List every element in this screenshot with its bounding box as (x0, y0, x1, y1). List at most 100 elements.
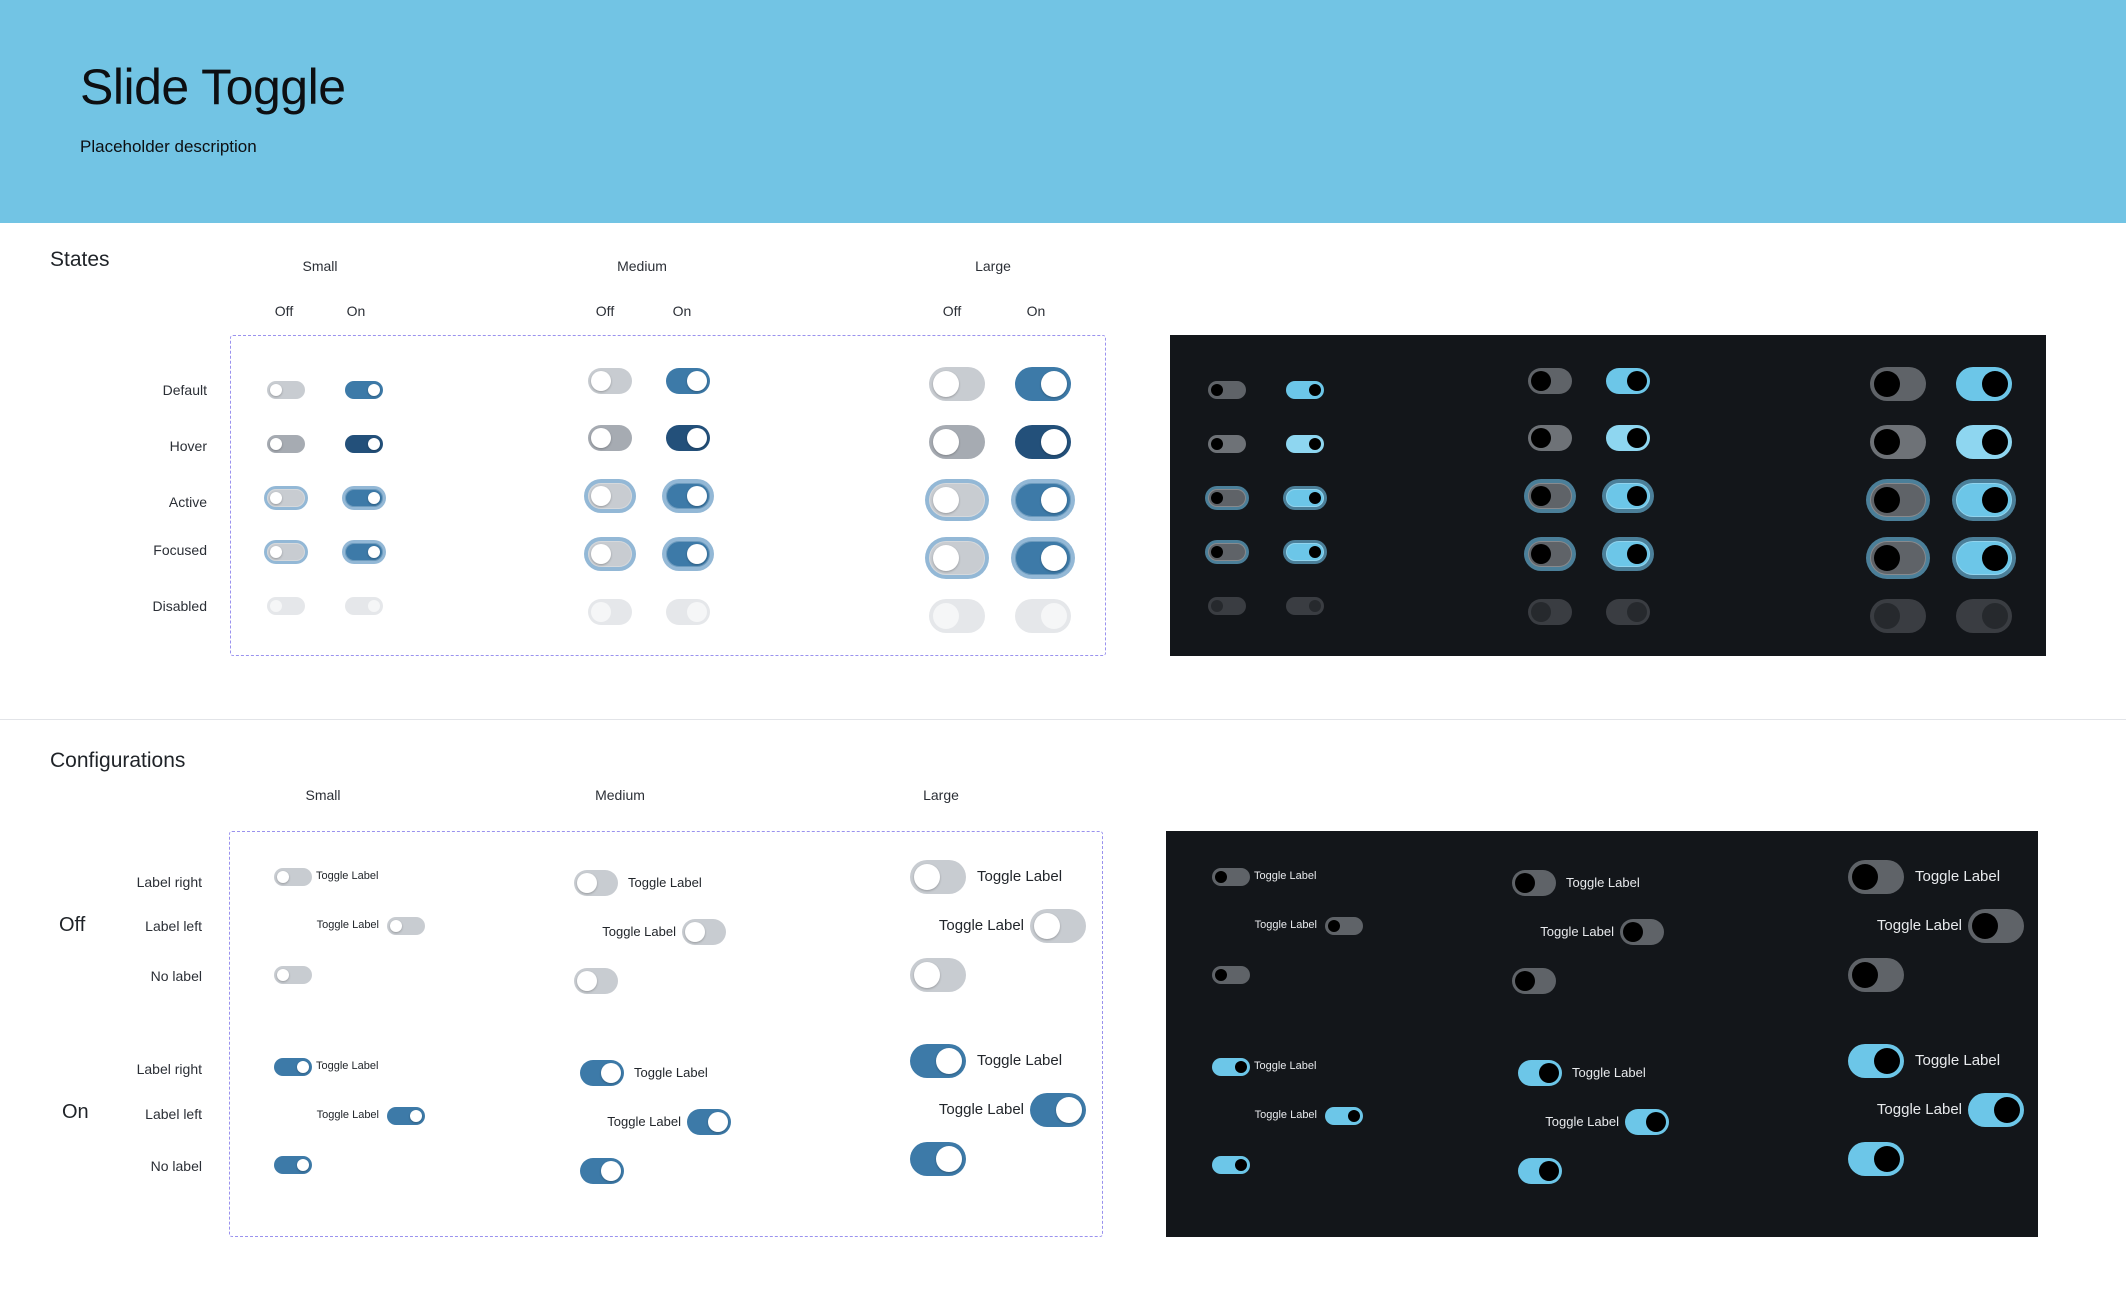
toggle-s-focused-on-dark[interactable] (1283, 540, 1327, 564)
config-large-on-label-right-toggle-light[interactable] (910, 1044, 966, 1078)
toggle-s-default-off-light[interactable] (267, 381, 305, 399)
config-small-off-no-label-toggle-light[interactable] (274, 966, 312, 984)
toggle-thumb (1627, 602, 1647, 622)
config-small-on-no-label-toggle-dark[interactable] (1212, 1156, 1250, 1174)
toggle-l-default-off-light[interactable] (929, 367, 985, 401)
config-large-off-no-label-toggle-dark[interactable] (1848, 958, 1904, 992)
toggle-m-default-off-dark[interactable] (1528, 368, 1572, 394)
states-small-off-label: Off (274, 303, 294, 319)
config-small-on-label-left-toggle-dark[interactable] (1325, 1107, 1363, 1125)
toggle-m-active-on-dark[interactable] (1602, 479, 1654, 513)
toggle-thumb (1852, 962, 1878, 988)
toggle-s-hover-on-dark[interactable] (1286, 435, 1324, 453)
toggle-s-active-off-dark[interactable] (1205, 486, 1249, 510)
toggle-m-default-off-light[interactable] (588, 368, 632, 394)
toggle-thumb (577, 971, 597, 991)
toggle-thumb (270, 600, 282, 612)
toggle-l-default-off-dark[interactable] (1870, 367, 1926, 401)
config-medium-off-label-left-text-light: Toggle Label (602, 924, 676, 940)
toggle-s-focused-off-light[interactable] (264, 540, 308, 564)
config-medium-off-no-label-toggle-dark[interactable] (1512, 968, 1556, 994)
toggle-l-active-on-light[interactable] (1011, 479, 1075, 521)
config-large-off-label-left-toggle-light[interactable] (1030, 909, 1086, 943)
state-row-hover: Hover (169, 438, 207, 454)
toggle-s-active-on-dark[interactable] (1283, 486, 1327, 510)
config-small-on-no-label-toggle-light[interactable] (274, 1156, 312, 1174)
toggle-l-focused-off-light[interactable] (925, 537, 989, 579)
toggle-l-focused-on-dark[interactable] (1952, 537, 2016, 579)
toggle-l-focused-off-dark[interactable] (1866, 537, 1930, 579)
config-small-off-label-right-toggle-light[interactable] (274, 868, 312, 886)
config-small-off-label-left-toggle-dark[interactable] (1325, 917, 1363, 935)
config-large-on-label-left-toggle-light[interactable] (1030, 1093, 1086, 1127)
toggle-l-default-on-dark[interactable] (1956, 367, 2012, 401)
toggle-s-default-off-dark[interactable] (1208, 381, 1246, 399)
config-large-on-no-label-toggle-light[interactable] (910, 1142, 966, 1176)
config-medium-on-label-right-toggle-light[interactable] (580, 1060, 624, 1086)
toggle-thumb (1041, 603, 1067, 629)
toggle-l-active-off-light[interactable] (925, 479, 989, 521)
toggle-s-active-on-light[interactable] (342, 486, 386, 510)
toggle-m-active-off-light[interactable] (584, 479, 636, 513)
toggle-l-active-on-dark[interactable] (1952, 479, 2016, 521)
toggle-l-hover-off-light[interactable] (929, 425, 985, 459)
config-medium-on-no-label-toggle-dark[interactable] (1518, 1158, 1562, 1184)
config-large-off-label-right-toggle-light[interactable] (910, 860, 966, 894)
toggle-s-focused-off-dark[interactable] (1205, 540, 1249, 564)
toggle-s-active-off-light[interactable] (264, 486, 308, 510)
config-medium-on-label-left-toggle-dark[interactable] (1625, 1109, 1669, 1135)
config-small-off-no-label-toggle-dark[interactable] (1212, 966, 1250, 984)
toggle-l-hover-on-light[interactable] (1015, 425, 1071, 459)
config-small-on-label-right-toggle-dark[interactable] (1212, 1058, 1250, 1076)
toggle-s-default-on-light[interactable] (345, 381, 383, 399)
config-small-off-label-left-toggle-light[interactable] (387, 917, 425, 935)
config-medium-on-label-left-toggle-light[interactable] (687, 1109, 731, 1135)
toggle-m-default-on-light[interactable] (666, 368, 710, 394)
state-row-focused: Focused (153, 542, 207, 558)
toggle-m-active-on-light[interactable] (662, 479, 714, 513)
toggle-l-default-on-light[interactable] (1015, 367, 1071, 401)
toggle-s-hover-off-light[interactable] (267, 435, 305, 453)
toggle-s-focused-on-light[interactable] (342, 540, 386, 564)
config-small-on-label-right-toggle-light[interactable] (274, 1058, 312, 1076)
toggle-m-active-off-dark[interactable] (1524, 479, 1576, 513)
toggle-m-disabled-off-light (588, 599, 632, 625)
config-large-on-label-left-toggle-dark[interactable] (1968, 1093, 2024, 1127)
toggle-l-disabled-off-light (929, 599, 985, 633)
toggle-m-hover-on-light[interactable] (666, 425, 710, 451)
toggle-l-hover-off-dark[interactable] (1870, 425, 1926, 459)
config-medium-on-label-right-toggle-dark[interactable] (1518, 1060, 1562, 1086)
config-medium-on-label-left-text-light: Toggle Label (607, 1114, 681, 1130)
config-large-off-label-right-toggle-dark[interactable] (1848, 860, 1904, 894)
toggle-l-focused-on-light[interactable] (1011, 537, 1075, 579)
config-large-on-label-right-toggle-dark[interactable] (1848, 1044, 1904, 1078)
toggle-s-hover-on-light[interactable] (345, 435, 383, 453)
config-large-off-label-left-toggle-dark[interactable] (1968, 909, 2024, 943)
config-small-off-label-right-toggle-dark[interactable] (1212, 868, 1250, 886)
toggle-m-hover-off-dark[interactable] (1528, 425, 1572, 451)
toggle-m-focused-off-dark[interactable] (1524, 537, 1576, 571)
toggle-m-focused-off-light[interactable] (584, 537, 636, 571)
config-medium-off-label-right-toggle-light[interactable] (574, 870, 618, 896)
config-medium-off-label-right-toggle-dark[interactable] (1512, 870, 1556, 896)
toggle-l-active-off-dark[interactable] (1866, 479, 1930, 521)
toggle-m-hover-on-dark[interactable] (1606, 425, 1650, 451)
states-medium-off-label: Off (595, 303, 615, 319)
config-large-on-no-label-toggle-dark[interactable] (1848, 1142, 1904, 1176)
config-medium-off-label-left-toggle-light[interactable] (682, 919, 726, 945)
toggle-m-focused-on-dark[interactable] (1602, 537, 1654, 571)
toggle-m-focused-on-light[interactable] (662, 537, 714, 571)
toggle-m-hover-off-light[interactable] (588, 425, 632, 451)
config-large-off-no-label-toggle-light[interactable] (910, 958, 966, 992)
config-medium-off-no-label-toggle-light[interactable] (574, 968, 618, 994)
toggle-l-disabled-on-light (1015, 599, 1071, 633)
config-small-off-label-left-text-light: Toggle Label (316, 919, 379, 932)
toggle-m-disabled-on-light (666, 599, 710, 625)
config-medium-on-no-label-toggle-light[interactable] (580, 1158, 624, 1184)
toggle-l-hover-on-dark[interactable] (1956, 425, 2012, 459)
config-small-on-label-left-toggle-light[interactable] (387, 1107, 425, 1125)
toggle-s-hover-off-dark[interactable] (1208, 435, 1246, 453)
toggle-m-default-on-dark[interactable] (1606, 368, 1650, 394)
toggle-s-default-on-dark[interactable] (1286, 381, 1324, 399)
config-medium-off-label-left-toggle-dark[interactable] (1620, 919, 1664, 945)
